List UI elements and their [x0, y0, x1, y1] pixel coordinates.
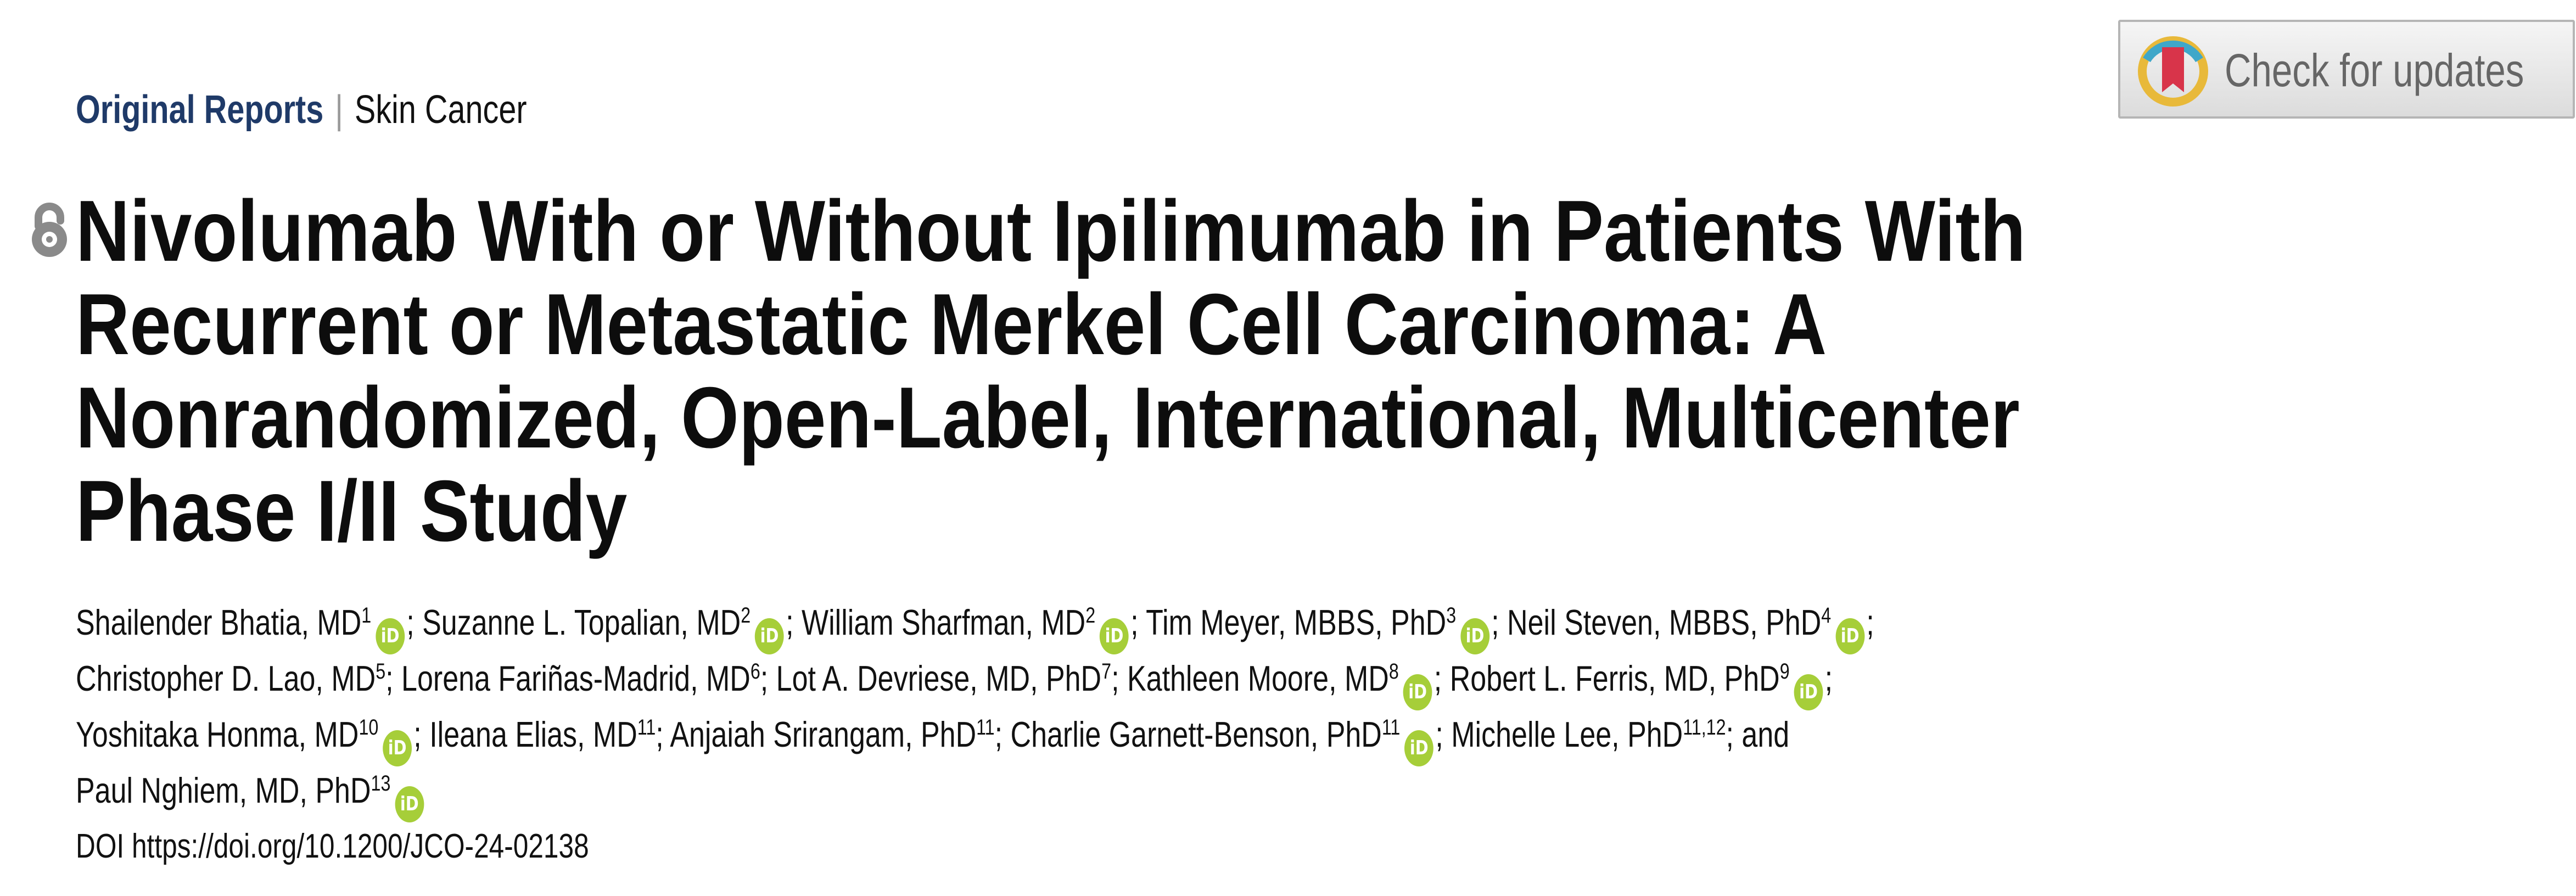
orcid-icon[interactable]: iD: [376, 618, 405, 654]
affiliation-marker: 13: [371, 770, 391, 796]
category-label[interactable]: Original Reports: [76, 88, 324, 132]
author-separator: ;: [406, 602, 415, 642]
author-conjunction: and: [1741, 714, 1790, 754]
author-separator: ;: [385, 658, 394, 698]
affiliation-marker: 11: [637, 714, 656, 740]
title-line: Nonrandomized, Open-Label, International…: [76, 369, 2020, 466]
author-line: Paul Nghiem, MD, PhD13iD: [76, 766, 2324, 822]
affiliation-marker: 8: [1388, 658, 1399, 684]
affiliation-marker: 9: [1779, 658, 1790, 684]
author-separator: ;: [1491, 602, 1499, 642]
crossmark-icon: [2138, 36, 2208, 107]
author-separator: ;: [1130, 602, 1139, 642]
check-for-updates-button[interactable]: Check for updates: [2118, 20, 2575, 119]
affiliation-marker: 7: [1101, 658, 1112, 684]
author-name[interactable]: William Sharfman, MD: [802, 602, 1086, 642]
title-line: Nivolumab With or Without Ipilimumab in …: [76, 183, 2026, 279]
author-name[interactable]: Charlie Garnett-Benson, PhD: [1010, 714, 1382, 754]
affiliation-marker: 10: [359, 714, 379, 740]
affiliation-marker: 2: [1085, 602, 1096, 628]
author-name[interactable]: Tim Meyer, MBBS, PhD: [1146, 602, 1447, 642]
author-separator: ;: [1433, 658, 1442, 698]
author-name[interactable]: Paul Nghiem, MD, PhD: [76, 770, 371, 810]
author-name[interactable]: Christopher D. Lao, MD: [76, 658, 376, 698]
author-name[interactable]: Lot A. Devriese, MD, PhD: [776, 658, 1102, 698]
title-line: Phase I/II Study: [76, 463, 628, 559]
author-separator: ;: [413, 714, 422, 754]
orcid-icon[interactable]: iD: [383, 730, 412, 766]
affiliation-marker: 5: [376, 658, 386, 684]
author-line: Christopher D. Lao, MD5; Lorena Fariñas-…: [76, 654, 2324, 710]
affiliation-marker: 11,12: [1683, 714, 1726, 740]
orcid-icon[interactable]: iD: [1100, 618, 1129, 654]
article-title: Nivolumab With or Without Ipilimumab in …: [76, 184, 2343, 558]
author-list: Shailender Bhatia, MD1iD; Suzanne L. Top…: [76, 598, 2324, 822]
author-name[interactable]: Lorena Fariñas-Madrid, MD: [401, 658, 751, 698]
orcid-icon[interactable]: iD: [395, 786, 424, 822]
title-line: Recurrent or Metastatic Merkel Cell Carc…: [76, 276, 1827, 373]
author-name[interactable]: Shailender Bhatia, MD: [76, 602, 362, 642]
author-separator: ;: [656, 714, 664, 754]
author-separator: ;: [1111, 658, 1119, 698]
article-category: Original Reports | Skin Cancer: [76, 82, 735, 137]
author-separator: ;: [994, 714, 1003, 754]
author-separator: ;: [786, 602, 794, 642]
category-separator: |: [335, 88, 344, 132]
affiliation-marker: 4: [1821, 602, 1832, 628]
author-separator: ;: [1726, 714, 1734, 754]
orcid-icon[interactable]: iD: [1404, 730, 1434, 766]
author-line: Shailender Bhatia, MD1iD; Suzanne L. Top…: [76, 598, 2324, 654]
author-name[interactable]: Michelle Lee, PhD: [1451, 714, 1683, 754]
orcid-icon[interactable]: iD: [1403, 674, 1432, 710]
author-separator: ;: [760, 658, 769, 698]
author-name[interactable]: Ileana Elias, MD: [429, 714, 637, 754]
affiliation-marker: 2: [741, 602, 751, 628]
doi-line: DOI https://doi.org/10.1200/JCO-24-02138: [76, 825, 717, 869]
orcid-icon[interactable]: iD: [755, 618, 784, 654]
author-name[interactable]: Neil Steven, MBBS, PhD: [1507, 602, 1822, 642]
affiliation-marker: 1: [361, 602, 372, 628]
subcategory-label[interactable]: Skin Cancer: [354, 88, 527, 132]
doi-label: DOI: [76, 827, 125, 865]
author-name[interactable]: Anjaiah Srirangam, PhD: [670, 714, 977, 754]
affiliation-marker: 11: [1381, 714, 1401, 740]
author-name[interactable]: Yoshitaka Honma, MD: [76, 714, 359, 754]
author-separator: ;: [1435, 714, 1443, 754]
author-name[interactable]: Suzanne L. Topalian, MD: [422, 602, 741, 642]
open-access-lock-icon: [32, 203, 67, 257]
author-name[interactable]: Kathleen Moore, MD: [1127, 658, 1389, 698]
orcid-icon[interactable]: iD: [1460, 618, 1489, 654]
orcid-icon[interactable]: iD: [1835, 618, 1865, 654]
doi-link[interactable]: https://doi.org/10.1200/JCO-24-02138: [131, 827, 589, 865]
affiliation-marker: 11: [976, 714, 995, 740]
author-line: Yoshitaka Honma, MD10iD; Ileana Elias, M…: [76, 710, 2324, 766]
author-separator: ;: [1824, 658, 1833, 698]
affiliation-marker: 6: [750, 658, 760, 684]
orcid-icon[interactable]: iD: [1794, 674, 1823, 710]
author-name[interactable]: Robert L. Ferris, MD, PhD: [1449, 658, 1780, 698]
author-separator: ;: [1866, 602, 1874, 642]
check-for-updates-label: Check for updates: [2225, 44, 2524, 96]
affiliation-marker: 3: [1446, 602, 1457, 628]
